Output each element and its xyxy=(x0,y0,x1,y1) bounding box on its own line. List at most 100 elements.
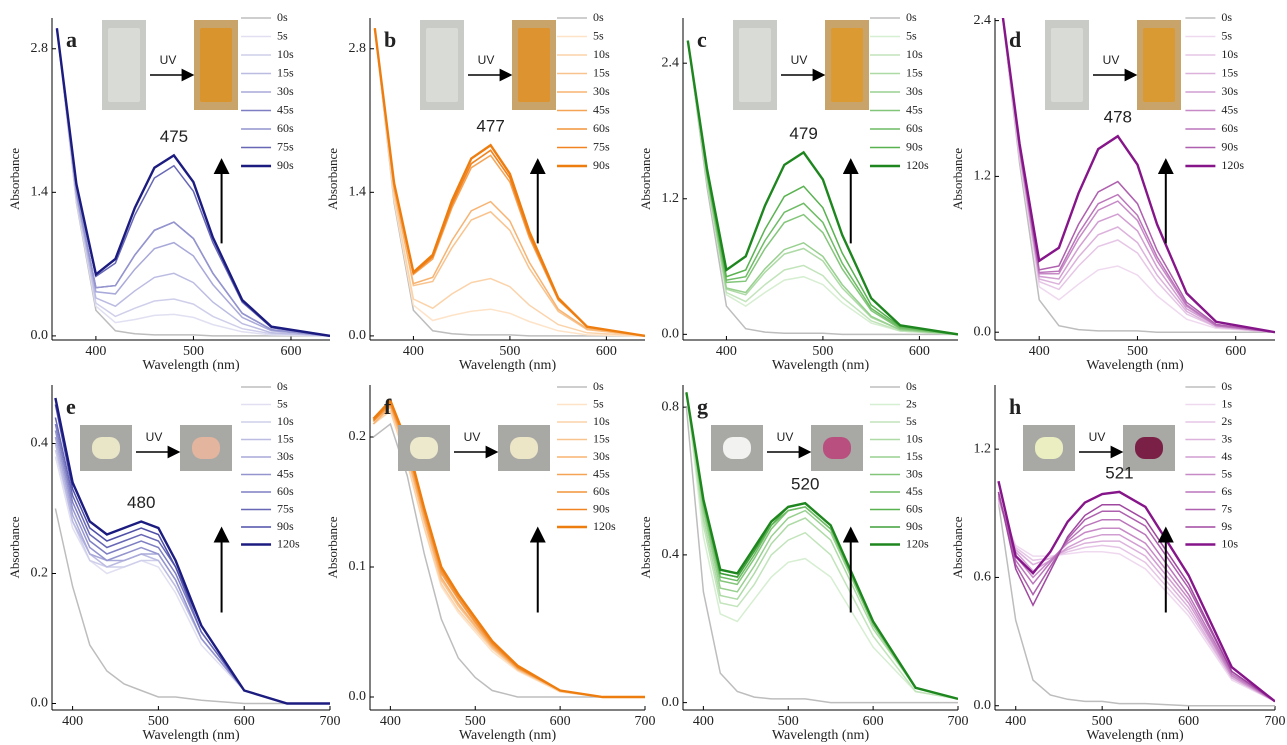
spectrum-line xyxy=(685,392,958,700)
x-tick-label: 400 xyxy=(380,714,401,729)
inset-sample-before xyxy=(739,28,771,102)
spectrum-line xyxy=(997,498,1275,703)
y-tick-label: 0.0 xyxy=(349,689,367,704)
legend-label: 1s xyxy=(1221,396,1232,410)
panel-label: d xyxy=(1009,27,1021,52)
x-tick-label: 400 xyxy=(1029,344,1050,359)
spectrum-line xyxy=(685,407,958,704)
panel-label: c xyxy=(697,27,707,52)
legend-label: 10s xyxy=(593,47,610,61)
x-axis-label: Wavelength (nm) xyxy=(459,728,557,743)
x-tick-label: 600 xyxy=(909,344,930,359)
spectrum-line xyxy=(997,491,1275,703)
inset-sample-before xyxy=(426,28,458,102)
x-tick-label: 400 xyxy=(62,714,83,729)
legend-label: 60s xyxy=(277,121,294,135)
legend-label: 30s xyxy=(1221,84,1238,98)
peak-annotation: 521 xyxy=(1105,463,1133,482)
spectrum-line xyxy=(374,28,645,337)
inset-sample-before xyxy=(410,437,438,459)
legend-label: 0s xyxy=(1221,379,1232,393)
x-tick-label: 400 xyxy=(85,344,106,359)
legend-label: 3s xyxy=(1221,431,1232,445)
spectrum-line xyxy=(997,493,1275,703)
spectrum-line xyxy=(374,28,645,337)
y-tick-label: 0.0 xyxy=(31,696,49,711)
legend-label: 5s xyxy=(277,396,288,410)
spectrum-line xyxy=(55,28,330,338)
x-tick-label: 600 xyxy=(550,714,571,729)
inset-label: UV xyxy=(146,430,163,444)
y-tick-label: 0.0 xyxy=(974,698,992,713)
legend-label: 10s xyxy=(1221,536,1238,550)
legend-label: 45s xyxy=(1221,102,1238,116)
spectrum-line xyxy=(685,392,958,700)
legend-label: 0s xyxy=(277,10,288,24)
panel-label: h xyxy=(1009,394,1021,419)
legend-label: 0s xyxy=(1221,10,1232,24)
y-tick-label: 1.4 xyxy=(31,185,49,200)
panel-label: f xyxy=(384,394,392,419)
inset-label: UV xyxy=(1089,430,1106,444)
x-tick-label: 500 xyxy=(812,344,833,359)
x-tick-label: 400 xyxy=(403,344,424,359)
y-tick-label: 0.8 xyxy=(662,399,680,414)
legend-label: 90s xyxy=(593,158,610,172)
legend-label: 120s xyxy=(277,536,300,550)
x-axis-label: Wavelength (nm) xyxy=(772,728,870,743)
legend-label: 45s xyxy=(277,102,294,116)
x-tick-label: 500 xyxy=(148,714,169,729)
y-tick-label: 0.4 xyxy=(31,436,49,451)
y-tick-label: 0.0 xyxy=(349,328,367,343)
spectrum-line xyxy=(374,28,645,337)
legend-label: 60s xyxy=(906,501,923,515)
spectrum-line xyxy=(685,392,958,700)
y-tick-label: 0.6 xyxy=(974,570,992,585)
x-tick-label: 700 xyxy=(635,714,656,729)
inset-sample-after xyxy=(200,28,232,102)
legend-label: 10s xyxy=(906,431,923,445)
y-axis-label: Absorbance xyxy=(325,148,340,210)
spectrum-line xyxy=(685,392,958,700)
x-tick-label: 500 xyxy=(1092,714,1113,729)
y-tick-label: 0.1 xyxy=(349,559,367,574)
legend-label: 5s xyxy=(593,396,604,410)
legend-label: 120s xyxy=(1221,158,1244,172)
legend-label: 5s xyxy=(906,414,917,428)
panel-label: a xyxy=(66,27,77,52)
legend-label: 60s xyxy=(593,484,610,498)
x-tick-label: 600 xyxy=(1178,714,1199,729)
legend-label: 0s xyxy=(593,379,604,393)
inset-sample-after xyxy=(510,437,538,459)
inset-sample-after xyxy=(192,437,220,459)
spectrum-line xyxy=(687,40,958,336)
x-axis-label: Wavelength (nm) xyxy=(1086,358,1184,373)
legend-label: 2s xyxy=(906,396,917,410)
legend-label: 90s xyxy=(277,519,294,533)
legend-label: 30s xyxy=(906,466,923,480)
y-tick-label: 2.8 xyxy=(349,41,367,56)
legend-label: 90s xyxy=(1221,139,1238,153)
legend-label: 120s xyxy=(906,536,929,550)
spectrum-line xyxy=(374,28,645,337)
spectrum-line xyxy=(997,502,1275,707)
legend-label: 45s xyxy=(277,466,294,480)
spectrum-line xyxy=(54,443,330,705)
y-axis-label: Absorbance xyxy=(7,516,22,578)
x-tick-label: 600 xyxy=(234,714,255,729)
x-tick-label: 400 xyxy=(1005,714,1026,729)
legend-label: 45s xyxy=(906,484,923,498)
peak-annotation: 520 xyxy=(791,475,819,494)
legend-label: 0s xyxy=(593,10,604,24)
y-tick-label: 0.0 xyxy=(974,324,992,339)
legend-label: 30s xyxy=(906,84,923,98)
legend-label: 30s xyxy=(277,449,294,463)
legend-label: 15s xyxy=(906,449,923,463)
x-tick-label: 600 xyxy=(280,344,301,359)
legend-label: 0s xyxy=(277,379,288,393)
legend-label: 45s xyxy=(593,102,610,116)
legend-label: 9s xyxy=(1221,519,1232,533)
inset-sample-after xyxy=(518,28,550,102)
y-tick-label: 2.4 xyxy=(662,55,680,70)
